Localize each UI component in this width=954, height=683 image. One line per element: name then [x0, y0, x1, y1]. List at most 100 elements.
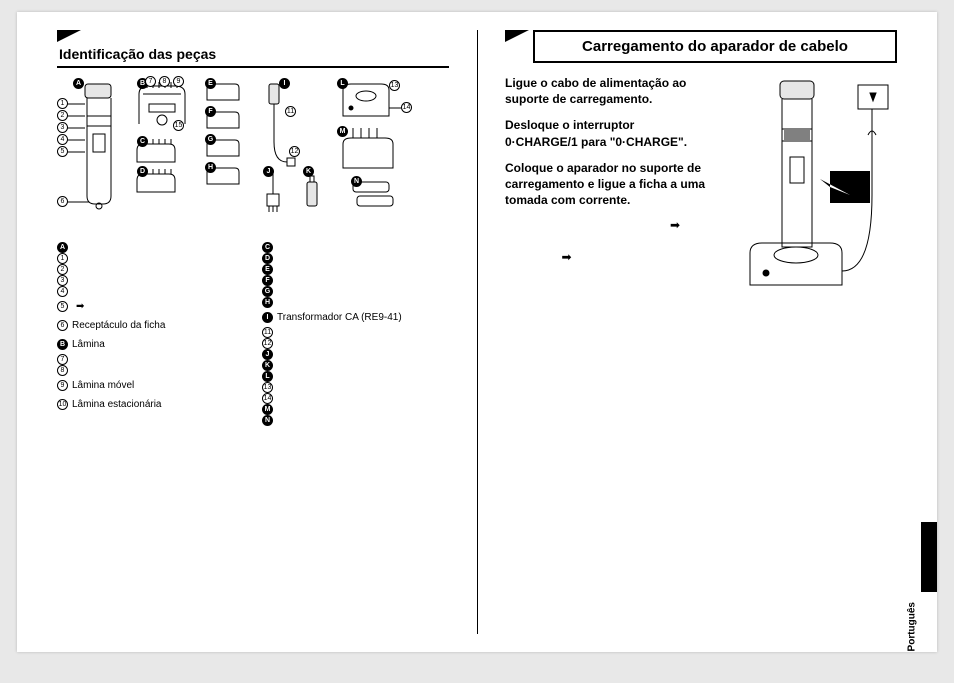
part-number: 13: [262, 382, 273, 393]
part-letter: B: [57, 339, 68, 350]
diagram-letter: D: [137, 166, 148, 177]
parts-row: J: [262, 349, 449, 360]
language-label: Português: [906, 602, 917, 651]
diagram-num: 9: [173, 76, 184, 87]
part-letter: N: [262, 415, 273, 426]
diagram-letter: M: [337, 126, 348, 137]
left-column: Identificação das peças: [17, 12, 477, 652]
part-number: 4: [57, 286, 68, 297]
parts-row: L: [262, 371, 449, 382]
part-label: Transformador CA (RE9-41): [277, 308, 402, 327]
right-column: Carregamento do aparador de cabelo Ligue…: [477, 12, 937, 652]
charging-figure-svg: [722, 75, 897, 315]
instruction-figure: [722, 75, 897, 315]
parts-row: B Lâmina: [57, 335, 244, 354]
diagram-letter: F: [205, 106, 216, 117]
diagram-num: 5: [57, 146, 68, 157]
diagram-letter: A: [73, 78, 84, 89]
left-title: Identificação das peças: [57, 44, 449, 68]
part-letter: M: [262, 404, 273, 415]
parts-row: I Transformador CA (RE9-41): [262, 308, 449, 327]
part-label: Receptáculo da ficha: [72, 316, 165, 335]
diagram-num: 7: [145, 76, 156, 87]
diagram-letter: N: [351, 176, 362, 187]
page: Identificação das peças: [17, 12, 937, 652]
part-letter: J: [262, 349, 273, 360]
instruction-text: Ligue o cabo de alimentação ao suporte d…: [505, 75, 708, 315]
parts-row: 3: [57, 275, 244, 286]
diagram-letter: G: [205, 134, 216, 145]
arrow-icon: [820, 171, 870, 203]
parts-row: 12: [262, 338, 449, 349]
part-letter: F: [262, 275, 273, 286]
diagram-letter: J: [263, 166, 274, 177]
part-letter: E: [262, 264, 273, 275]
right-banner: Carregamento do aparador de cabelo: [533, 30, 897, 63]
parts-row: N: [262, 415, 449, 426]
parts-row: 13: [262, 382, 449, 393]
part-number: 8: [57, 365, 68, 376]
diagram-num: 8: [159, 76, 170, 87]
parts-row: E: [262, 264, 449, 275]
part-number: 14: [262, 393, 273, 404]
plug-icon: ➡: [505, 218, 680, 232]
diagram-num: 13: [389, 80, 400, 91]
part-number: 7: [57, 354, 68, 365]
parts-row: 7: [57, 354, 244, 365]
diagram-num: 6: [57, 196, 68, 207]
parts-diagram-svg: [57, 76, 457, 236]
parts-row: 11: [262, 327, 449, 338]
parts-row: F: [262, 275, 449, 286]
parts-row: 9 Lâmina móvel: [57, 376, 244, 395]
diagram-num: 2: [57, 110, 68, 121]
parts-row: C: [262, 242, 449, 253]
parts-row: 4: [57, 286, 244, 297]
parts-row: M: [262, 404, 449, 415]
part-number: 11: [262, 327, 273, 338]
part-number: 6: [57, 320, 68, 331]
part-number: 3: [57, 275, 68, 286]
diagram-num: 11: [285, 106, 296, 117]
parts-row: 5 ➡: [57, 297, 244, 316]
parts-row: 14: [262, 393, 449, 404]
corner-tri-right-top: [505, 30, 529, 42]
diagram-num: 12: [289, 146, 300, 157]
part-letter: I: [262, 312, 273, 323]
diagram-num: 15: [173, 120, 184, 131]
language-tab: [921, 522, 937, 592]
parts-row: 6 Receptáculo da ficha: [57, 316, 244, 335]
diagram-num: 3: [57, 122, 68, 133]
instr-p2: Desloque o interruptor 0·CHARGE/1 para "…: [505, 117, 708, 149]
diagram-letter: L: [337, 78, 348, 89]
parts-row: 1: [57, 253, 244, 264]
instruction-block: Ligue o cabo de alimentação ao suporte d…: [505, 75, 897, 315]
plug-icon: ➡: [505, 250, 628, 264]
diagram-num: 1: [57, 98, 68, 109]
part-letter: A: [57, 242, 68, 253]
diagram-letter: I: [279, 78, 290, 89]
part-letter: L: [262, 371, 273, 382]
instr-p3: Coloque o aparador no suporte de carrega…: [505, 160, 708, 209]
parts-row: 8: [57, 365, 244, 376]
diagram-letter: E: [205, 78, 216, 89]
parts-row: 10 Lâmina estacionária: [57, 395, 244, 414]
diagram-letter: H: [205, 162, 216, 173]
part-label: Lâmina móvel: [72, 376, 134, 395]
part-number: 1: [57, 253, 68, 264]
part-number: 10: [57, 399, 68, 410]
parts-row: H: [262, 297, 449, 308]
plug-icon: ➡: [76, 297, 84, 316]
part-label: Lâmina estacionária: [72, 395, 162, 414]
parts-row: D: [262, 253, 449, 264]
part-label: Lâmina: [72, 335, 105, 354]
corner-tri-left: [57, 30, 81, 42]
diagram-num: 4: [57, 134, 68, 145]
part-number: 9: [57, 380, 68, 391]
part-letter: K: [262, 360, 273, 371]
parts-row: G: [262, 286, 449, 297]
instr-p1: Ligue o cabo de alimentação ao suporte d…: [505, 75, 708, 107]
parts-col-1: A12345 ➡6Receptáculo da fichaBLâmina789L…: [57, 242, 244, 426]
diagram-letter: C: [137, 136, 148, 147]
parts-col-2: CDEFGHITransformador CA (RE9-41)1112JKL1…: [262, 242, 449, 426]
parts-row: K: [262, 360, 449, 371]
